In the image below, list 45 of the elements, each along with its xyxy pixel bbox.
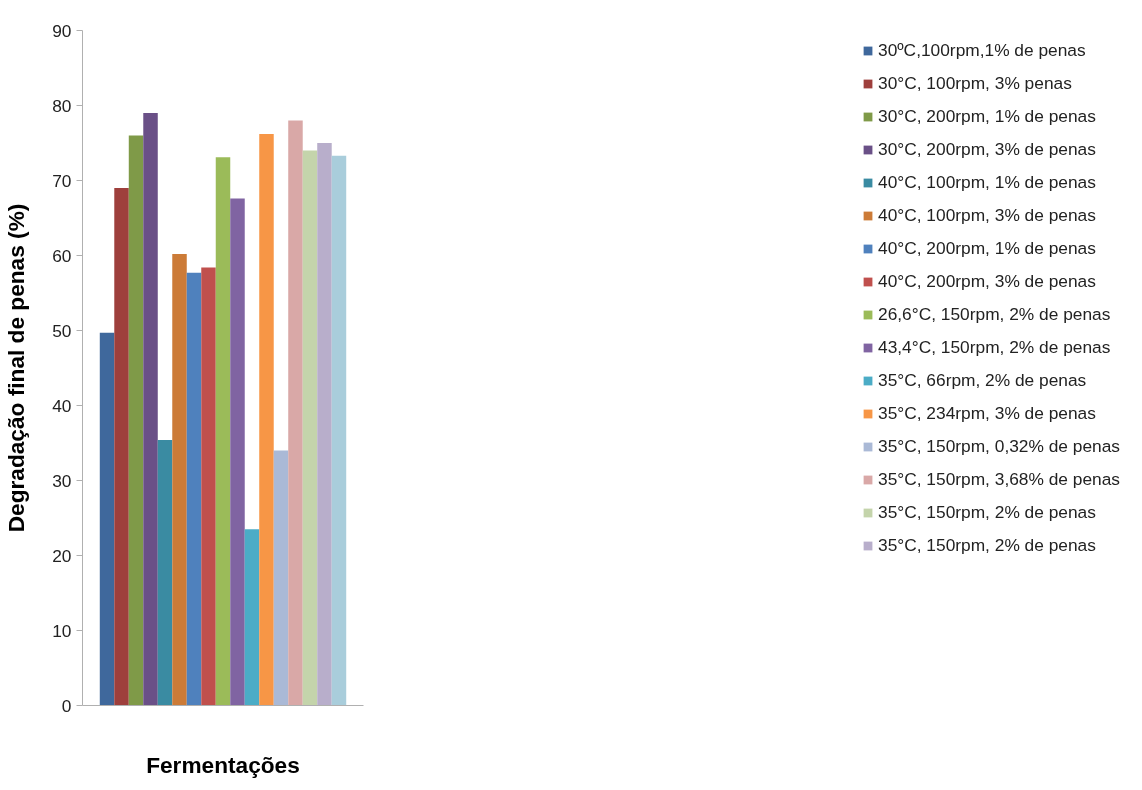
bar (172, 254, 187, 706)
y-tick-label: 30 (52, 470, 72, 491)
bar (157, 440, 173, 706)
legend-label: 30°C, 200rpm, 1% de penas (878, 106, 1096, 127)
y-tick-label: 40 (52, 395, 72, 416)
y-tick-label: 50 (52, 320, 72, 341)
legend-label: 30°C, 100rpm, 3% penas (878, 73, 1072, 94)
bar (230, 198, 245, 706)
legend-label: 40°C, 200rpm, 3% de penas (878, 271, 1096, 292)
legend-label: 30°C, 200rpm, 3% de penas (878, 139, 1096, 160)
bar (259, 134, 274, 706)
bar (317, 143, 332, 706)
legend-label: 35°C, 150rpm, 3,68% de penas (878, 469, 1120, 490)
bar (99, 332, 115, 706)
y-tick-label: 20 (52, 545, 72, 566)
bar (244, 529, 260, 706)
legend-label: 35°C, 150rpm, 0,32% de penas (878, 436, 1120, 457)
legend-label: 40°C, 100rpm, 1% de penas (878, 172, 1096, 193)
y-tick-label: 0 (61, 695, 72, 716)
bar (128, 135, 144, 706)
bar (215, 157, 231, 706)
legend-label: 43,4°C, 150rpm, 2% de penas (878, 337, 1111, 358)
legend-label: 26,6°C, 150rpm, 2% de penas (878, 304, 1111, 325)
bar (302, 150, 318, 706)
legend-label: 35°C, 150rpm, 2% de penas (878, 502, 1096, 523)
legend-label: 30ºC,100rpm,1% de penas (878, 40, 1086, 61)
y-axis-title: Degradação final de penas (%) (3, 203, 30, 533)
legend-label: 40°C, 200rpm, 1% de penas (878, 238, 1096, 259)
bar (331, 155, 347, 706)
legend-label: 35°C, 234rpm, 3% de penas (878, 403, 1096, 424)
bar (143, 113, 158, 706)
y-tick-label: 10 (52, 620, 72, 641)
y-tick-label: 60 (52, 245, 72, 266)
legend-label: 40°C, 100rpm, 3% de penas (878, 205, 1096, 226)
y-tick-label: 70 (52, 170, 72, 191)
bar (186, 272, 202, 706)
legend-label: 35°C, 150rpm, 2% de penas (878, 535, 1096, 556)
y-tick-label: 80 (52, 95, 72, 116)
legend-label: 35°C, 66rpm, 2% de penas (878, 370, 1087, 391)
bar (288, 120, 303, 706)
bar (273, 450, 289, 706)
bar (201, 267, 216, 706)
bar (114, 188, 129, 706)
y-tick-label: 90 (52, 20, 72, 41)
x-axis-title: Fermentações (146, 751, 300, 778)
